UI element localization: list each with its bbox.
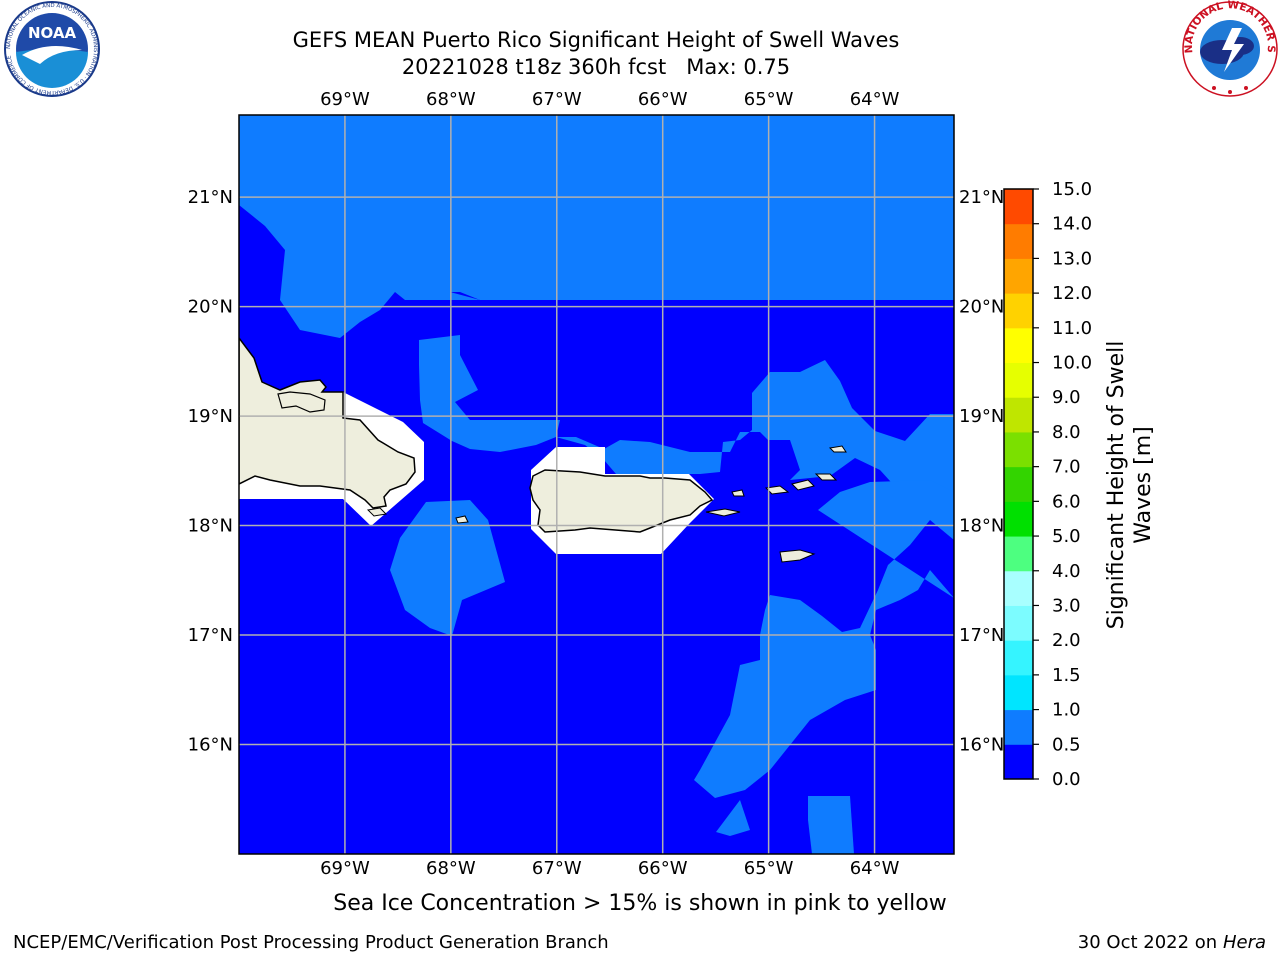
colorbar-tick-label: 3.0 (1052, 595, 1081, 616)
map-gridlines (239, 115, 954, 854)
colorbar-swatch (1004, 709, 1033, 745)
lat-tick-label-left: 21°N (188, 187, 233, 208)
colorbar-tick-label: 7.0 (1052, 457, 1081, 478)
colorbar-swatch (1004, 431, 1033, 468)
svg-text:NATIONAL WEATHER SERVICE: NATIONAL WEATHER SERVICE (0, 0, 1277, 54)
colorbar-swatch (1004, 744, 1033, 780)
lon-tick-label-top: 66°W (638, 89, 688, 110)
lon-tick-label-bottom: 64°W (850, 858, 900, 879)
anegada-island (828, 445, 847, 453)
colorbar-tick-label: 1.0 (1052, 700, 1081, 721)
colorbar-swatch (1004, 466, 1033, 502)
colorbar-label-line2: Waves [m] (1131, 426, 1156, 543)
lon-tick-label-bottom: 69°W (320, 858, 370, 879)
lon-tick-label-top: 67°W (532, 89, 582, 110)
virgin-islands-st-thomas (764, 485, 790, 495)
map-tick-labels: 69°W 69°W 68°W 68°W 67°W 67°W 66°W 66°W 65°W 65°W… (188, 89, 1005, 879)
footer-credit: NCEP/EMC/Verification Post Processing Pr… (13, 932, 609, 953)
footer-date: 30 Oct 2022 on Hera (1078, 932, 1266, 953)
lat-tick-label-right: 16°N (959, 735, 1004, 756)
colorbar-tick-label: 14.0 (1052, 214, 1092, 235)
colorbar-swatch (1004, 536, 1033, 572)
colorbar-tick-label: 6.0 (1052, 491, 1081, 512)
lat-tick-label-right: 18°N (959, 516, 1004, 537)
noaa-logo: NOAA NATIONAL OCEANIC AND ATMOSPHERIC AD… (4, 1, 100, 97)
colorbar-swatch (1004, 640, 1033, 676)
noaa-logo-text: NOAA (28, 24, 77, 42)
nws-logo: NATIONAL WEATHER SERVICE (0, 0, 1278, 97)
lon-tick-label-bottom: 68°W (426, 858, 476, 879)
figure-title-line2: 20221028 t18z 360h fcst Max: 0.75 (401, 55, 791, 79)
colorbar-swatch (1004, 570, 1033, 606)
mona-island (455, 515, 469, 524)
lat-tick-label-right: 17°N (959, 625, 1004, 646)
lat-tick-label-left: 18°N (188, 516, 233, 537)
colorbar-tick-label: 0.0 (1052, 769, 1081, 790)
colorbar-label-line1: Significant Height of Swell (1104, 341, 1129, 630)
colorbar-tick-label: 10.0 (1052, 353, 1092, 374)
puerto-rico-coast (529, 469, 714, 533)
lat-tick-label-left: 20°N (188, 297, 233, 318)
swell-region-mid-south3 (716, 800, 750, 836)
footer-date-text: 30 Oct 2022 on (1077, 932, 1223, 953)
lon-tick-label-top: 68°W (426, 89, 476, 110)
colorbar-frame (1003, 188, 1034, 780)
lat-tick-label-right: 19°N (959, 406, 1004, 427)
colorbar-tick-label: 1.5 (1052, 665, 1081, 686)
lat-tick-label-right: 21°N (959, 187, 1004, 208)
swell-region-mid-east (694, 480, 954, 798)
lon-tick-label-bottom: 66°W (638, 858, 688, 879)
st-croix-island (779, 549, 816, 563)
hispaniola-coast (239, 336, 416, 509)
colorbar-swatch (1004, 223, 1033, 259)
colorbar-tick-label: 15.0 (1052, 179, 1092, 200)
map-area (239, 115, 954, 854)
lat-tick-label-left: 19°N (188, 406, 233, 427)
map-frame (238, 114, 955, 855)
lon-tick-label-top: 69°W (320, 89, 370, 110)
culebra-island (731, 489, 745, 497)
colorbar-tick-label: 12.0 (1052, 283, 1092, 304)
virgin-islands-virgin-gorda (814, 473, 838, 481)
footer-host: Hera (1222, 932, 1266, 953)
vieques-island (705, 508, 741, 517)
lat-tick-label-right: 20°N (959, 297, 1004, 318)
lon-tick-label-bottom: 65°W (744, 858, 794, 879)
colorbar-swatch (1004, 397, 1033, 433)
colorbar-tick-label: 8.0 (1052, 422, 1081, 443)
colorbar-tick-label: 0.5 (1052, 734, 1081, 755)
hispaniola-north-peninsula (277, 391, 326, 413)
lon-tick-label-top: 65°W (744, 89, 794, 110)
sea-ice-caption: Sea Ice Concentration > 15% is shown in … (333, 891, 947, 916)
colorbar-tick-label: 4.0 (1052, 561, 1081, 582)
nws-logo-ring-text: NATIONAL WEATHER SERVICE (0, 0, 1277, 54)
virgin-islands-tortola (791, 479, 815, 491)
colorbar-swatch (1004, 501, 1033, 537)
saona-islet (366, 507, 388, 517)
colorbar-tick-label: 13.0 (1052, 248, 1092, 269)
lon-tick-label-bottom: 67°W (532, 858, 582, 879)
colorbar: 0.0 0.5 1.0 1.5 2.0 3.0 4.0 5.0 6.0 7.0 8.0 9.0 10.0… (1003, 179, 1092, 790)
colorbar-swatch (1004, 189, 1033, 225)
colorbar-tick-label: 9.0 (1052, 387, 1081, 408)
colorbar-swatch (1004, 362, 1033, 398)
colorbar-swatch (1004, 258, 1033, 294)
swell-region-mid-south2 (808, 796, 854, 854)
swell-region-mid-south1 (390, 500, 505, 636)
lat-tick-label-left: 16°N (188, 735, 233, 756)
swell-region-mid (239, 115, 954, 492)
colorbar-tick-label: 11.0 (1052, 318, 1092, 339)
colorbar-tick-label: 5.0 (1052, 526, 1081, 547)
colorbar-swatch (1004, 674, 1033, 711)
colorbar-swatch (1004, 327, 1033, 364)
lon-tick-label-top: 64°W (850, 89, 900, 110)
colorbar-swatch (1004, 605, 1033, 641)
figure-title-line1: GEFS MEAN Puerto Rico Significant Height… (292, 28, 900, 52)
lat-tick-label-left: 17°N (188, 625, 233, 646)
colorbar-tick-label: 2.0 (1052, 630, 1081, 651)
colorbar-swatch (1004, 293, 1033, 329)
